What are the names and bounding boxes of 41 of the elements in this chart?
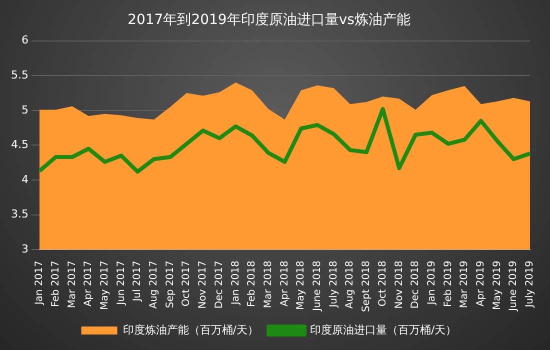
x-tick-label: Jul 2017 (132, 260, 144, 302)
y-tick-label: 6 (21, 34, 28, 47)
legend-label: 印度原油进口量（百万桶/天） (310, 323, 457, 336)
x-tick-label: Oct 2018 (377, 260, 388, 307)
legend-label: 印度炼油产能（百万桶/天） (122, 323, 259, 336)
x-tick-label: Dec 2018 (410, 260, 422, 309)
x-tick-label: Sept 2018 (361, 260, 372, 312)
x-tick-label: Jun 2017 (116, 260, 127, 306)
x-tick-label: July 2019 (524, 260, 536, 308)
x-tick-label: Feb 2017 (50, 260, 62, 307)
y-tick-label: 5.5 (10, 68, 28, 82)
x-tick-label: Oct 2017 (181, 260, 192, 307)
x-tick-label: Mar 2017 (66, 260, 78, 308)
x-tick-label: May 2019 (492, 260, 503, 310)
x-tick-label: June 2018 (312, 260, 324, 312)
x-tick-label: Aug 2017 (148, 260, 160, 309)
y-tick-label: 4.5 (10, 138, 28, 152)
x-tick-label: Jan 2019 (426, 260, 438, 306)
y-tick-label: 4 (21, 172, 28, 186)
x-tick-label: Apr 2017 (83, 260, 94, 307)
x-tick-label: May 2017 (99, 260, 110, 310)
y-tick-label: 5 (21, 103, 28, 116)
x-tick-label: July 2018 (328, 260, 340, 308)
x-tick-label: Apr 2018 (279, 260, 290, 307)
x-tick-label: Feb 2018 (246, 260, 258, 307)
x-tick-label: Dec 2017 (214, 260, 225, 309)
x-tick-label: June 2019 (508, 260, 520, 312)
x-tick-label: Mar 2019 (459, 260, 470, 308)
x-tick-label: Nov 2018 (394, 260, 405, 309)
x-tick-label: Mar 2018 (262, 260, 274, 308)
x-tick-label: Apr 2019 (476, 260, 487, 307)
chart-title: 2017年到2019年印度原油进口量vs炼油产能 (128, 12, 410, 28)
x-tick-label: Aug 2018 (344, 260, 356, 309)
y-tick-label: 3.5 (10, 208, 28, 221)
x-tick-label: Jan 2017 (34, 260, 46, 306)
x-tick-label: Jan 2018 (230, 260, 242, 306)
x-tick-label: Nov 2017 (198, 260, 209, 309)
x-tick-label: Feb 2019 (442, 260, 454, 307)
y-tick-label: 3 (21, 242, 28, 256)
x-tick-label: Sep 2017 (164, 260, 176, 308)
x-tick-label: May 2018 (296, 260, 307, 310)
